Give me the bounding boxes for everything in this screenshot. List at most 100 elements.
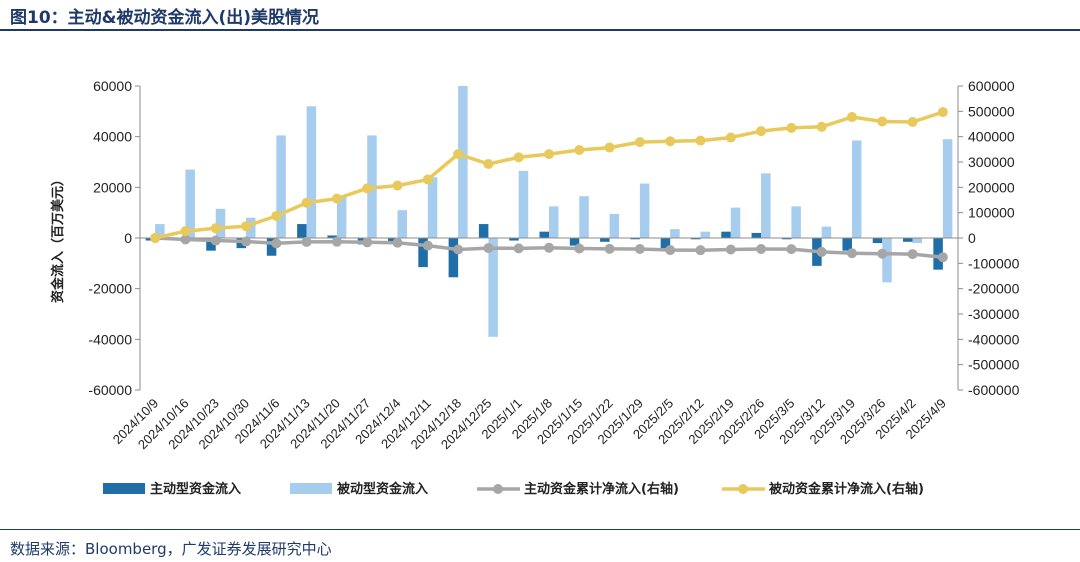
legend-swatch-passive <box>290 483 332 494</box>
legend-label-active: 主动型资金流入 <box>150 481 241 497</box>
passive-flow-bar <box>458 86 468 238</box>
active-flow-bar <box>388 238 398 242</box>
active-cumulative-point <box>604 243 615 254</box>
active-flow-bar <box>781 238 792 240</box>
active-cumulative-point <box>877 248 888 259</box>
passive-flow-bar <box>336 196 347 238</box>
active-cumulative-point <box>513 243 524 254</box>
header-rule <box>0 29 1080 31</box>
passive-flow-bar <box>821 226 832 238</box>
passive-cumulative-point <box>392 180 403 191</box>
active-flow-bar <box>690 238 701 240</box>
active-cumulative-point <box>786 244 797 255</box>
y-right-tick-label: -600000 <box>968 382 1020 398</box>
y-right-tick-label: -400000 <box>968 331 1020 347</box>
legend-label-active-cum: 主动资金累计净流入(右轴) <box>524 481 679 497</box>
passive-cumulative-point <box>604 142 615 153</box>
active-cumulative-point <box>665 245 676 256</box>
passive-flow-bar <box>215 208 226 238</box>
passive-cumulative-point <box>695 135 706 146</box>
passive-flow-bar <box>518 170 529 238</box>
active-flow-bar <box>539 231 549 238</box>
active-cumulative-point <box>634 244 645 255</box>
y-right-tick-label: -500000 <box>968 357 1020 373</box>
active-flow-bar <box>297 224 307 238</box>
y-left-tick-label: -40000 <box>88 331 132 347</box>
active-flow-bar <box>448 238 459 278</box>
active-cumulative-point <box>695 245 706 256</box>
passive-cumulative-point <box>937 107 948 118</box>
active-flow-bar <box>842 238 852 251</box>
active-flow-bar <box>630 238 640 240</box>
passive-flow-bar <box>942 139 953 238</box>
header: 图10：主动&被动资金流入(出)美股情况 <box>0 0 1080 31</box>
active-flow-bar <box>206 238 216 251</box>
passive-flow-bar <box>851 140 862 238</box>
passive-flow-bar <box>306 106 317 239</box>
y-left-tick-label: 20000 <box>93 179 132 195</box>
y-right-tick-label: 400000 <box>968 129 1015 145</box>
passive-cumulative-point <box>422 174 433 185</box>
y-left-tick-label: 40000 <box>93 129 132 145</box>
fund-flow-chart: 6000040000200000-20000-40000-60000600000… <box>50 78 1020 497</box>
passive-cumulative-point <box>544 149 554 160</box>
figure-title: 图10：主动&被动资金流入(出)美股情况 <box>10 8 320 28</box>
active-cumulative-point <box>180 234 191 245</box>
passive-cumulative-point <box>846 112 857 123</box>
y-right-tick-label: 200000 <box>968 179 1015 195</box>
active-cumulative-point <box>362 237 373 248</box>
active-cumulative-point <box>392 237 403 248</box>
active-cumulative-point <box>907 249 918 260</box>
active-cumulative-point <box>301 236 312 247</box>
y-left-tick-label: -20000 <box>88 281 132 297</box>
active-flow-bar <box>751 232 762 238</box>
passive-flow-bar <box>761 173 771 238</box>
passive-cumulative-point <box>331 193 342 204</box>
passive-cumulative-point <box>483 159 494 170</box>
active-cumulative-point <box>331 236 342 247</box>
active-cumulative-point <box>816 246 827 257</box>
active-cumulative-point <box>756 244 767 255</box>
y-right-tick-label: 300000 <box>968 154 1015 170</box>
active-cumulative-point <box>574 243 585 254</box>
passive-cumulative-point <box>301 197 312 208</box>
active-cumulative-point <box>483 243 494 254</box>
passive-flow-bar <box>397 210 408 238</box>
legend-swatch-active <box>103 483 145 494</box>
active-cumulative-point <box>453 244 464 255</box>
passive-flow-bar <box>427 177 438 238</box>
passive-flow-bar <box>246 217 256 238</box>
passive-flow-bar <box>791 206 801 238</box>
active-cumulative-point <box>422 240 433 251</box>
active-flow-bar <box>660 238 671 249</box>
passive-flow-bar <box>276 135 286 238</box>
passive-cumulative-point <box>210 223 221 234</box>
y-axis-title: 资金流入（百万美元） <box>50 173 66 303</box>
active-cumulative-point <box>846 248 857 259</box>
passive-flow-bar <box>670 229 680 238</box>
active-flow-bar <box>721 231 731 238</box>
passive-flow-bar <box>730 207 741 238</box>
active-flow-bar <box>478 224 489 238</box>
active-flow-bar <box>418 238 428 268</box>
passive-cumulative-point <box>362 183 373 194</box>
passive-cumulative-point <box>786 122 797 133</box>
passive-cumulative-point <box>271 210 282 221</box>
y-right-tick-label: 600000 <box>968 78 1015 94</box>
active-flow-bar <box>872 238 883 244</box>
passive-flow-bar <box>488 238 498 337</box>
passive-flow-bar <box>155 224 165 238</box>
y-right-tick-label: -200000 <box>968 281 1020 297</box>
passive-flow-bar <box>912 238 923 244</box>
source-note: 数据来源：Bloomberg，广发证券发展研究中心 <box>10 540 332 558</box>
active-flow-bar <box>327 235 337 238</box>
legend-swatch-active-cum-marker <box>493 484 503 494</box>
y-right-tick-label: -300000 <box>968 306 1020 322</box>
active-cumulative-point <box>241 236 252 247</box>
active-cumulative-point <box>544 242 554 253</box>
passive-flow-bar <box>609 213 620 238</box>
passive-flow-bar <box>700 231 710 238</box>
y-right-tick-label: -100000 <box>968 255 1020 271</box>
active-flow-bar <box>266 238 277 256</box>
y-right-tick-label: 100000 <box>968 205 1015 221</box>
